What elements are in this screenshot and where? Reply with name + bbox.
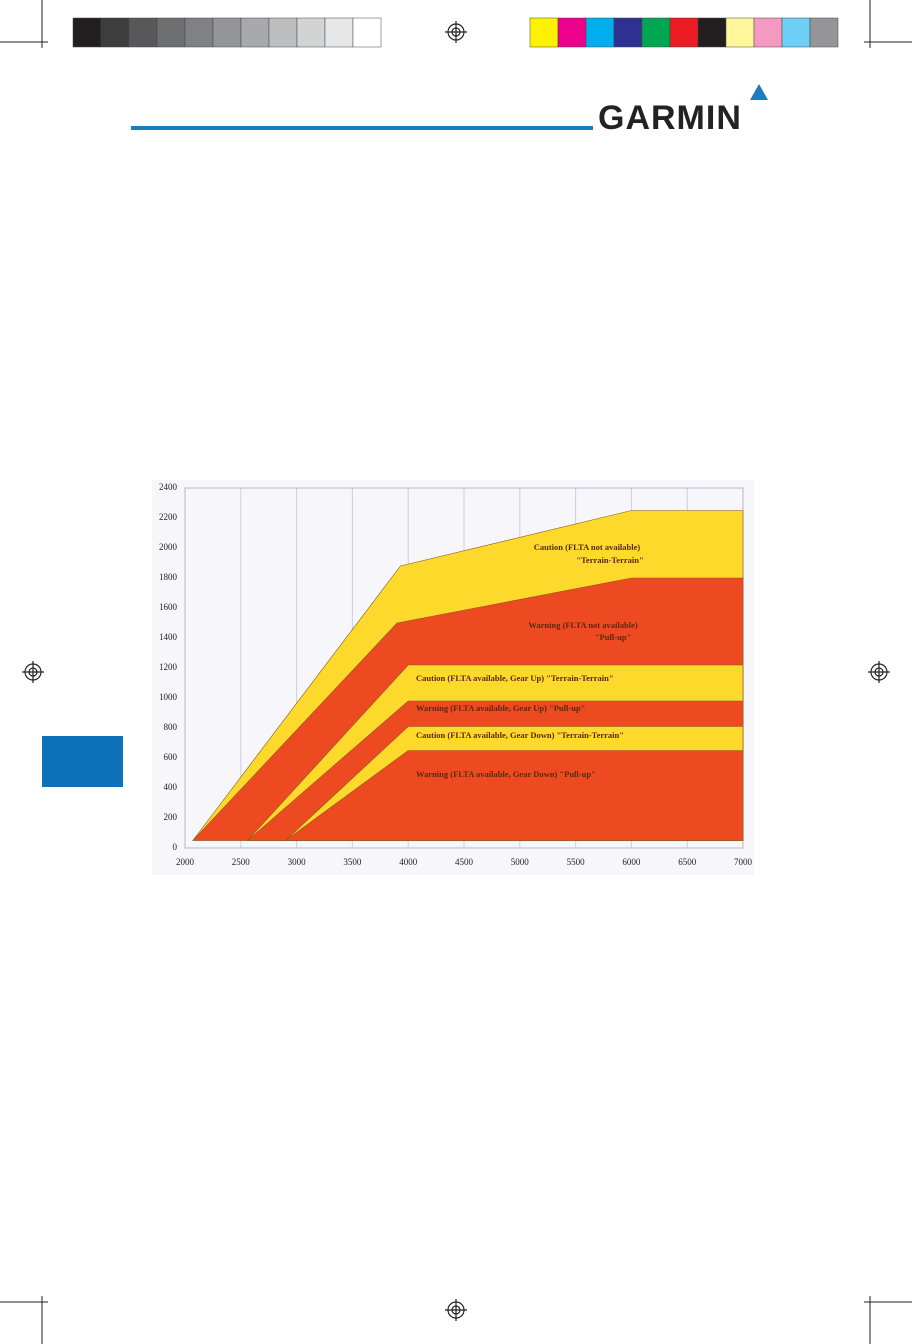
swatch	[557, 17, 587, 48]
area-label: "Terrain-Terrain"	[576, 555, 643, 565]
y-tick-label: 1000	[159, 692, 178, 702]
y-tick-label: 2200	[159, 512, 178, 522]
y-tick-label: 1400	[159, 632, 178, 642]
swatch	[641, 17, 671, 48]
x-tick-label: 4000	[399, 857, 418, 867]
x-tick-label: 6500	[678, 857, 697, 867]
x-tick-label: 2500	[232, 857, 251, 867]
swatch	[240, 17, 270, 48]
area-label: Warning (FLTA available, Gear Up) "Pull-…	[416, 703, 585, 713]
swatch	[809, 17, 839, 48]
swatch	[72, 17, 102, 48]
area-label: "Pull-up"	[595, 632, 631, 642]
swatch	[529, 17, 559, 48]
swatch	[324, 17, 354, 48]
y-tick-label: 0	[173, 842, 178, 852]
area-label: Caution (FLTA available, Gear Down) "Ter…	[416, 730, 624, 740]
y-tick-label: 200	[164, 812, 178, 822]
swatch	[268, 17, 298, 48]
x-tick-label: 6000	[622, 857, 641, 867]
swatch	[352, 17, 382, 48]
swatch	[753, 17, 783, 48]
y-tick-label: 1200	[159, 662, 178, 672]
y-tick-label: 1600	[159, 602, 178, 612]
y-tick-label: 2000	[159, 542, 178, 552]
swatch	[156, 17, 186, 48]
y-tick-label: 800	[164, 722, 178, 732]
area-label: Caution (FLTA available, Gear Up) "Terra…	[416, 673, 614, 683]
swatch	[669, 17, 699, 48]
x-tick-label: 4500	[455, 857, 474, 867]
registration-marks	[22, 21, 890, 1321]
y-tick-label: 2400	[159, 482, 178, 492]
logo: GARMIN	[598, 99, 742, 137]
chart: 2000 2500 3000 3500 4000 4500 5000 5500 6000 6500…	[159, 482, 753, 867]
swatch	[697, 17, 727, 48]
area-label: Caution (FLTA not available)	[534, 542, 641, 552]
area-label: Warning (FLTA not available)	[528, 620, 638, 630]
area-label: Warning (FLTA available, Gear Down) "Pul…	[416, 769, 596, 779]
x-tick-label: 3500	[343, 857, 362, 867]
color-bars	[72, 17, 839, 48]
x-tick-label: 5000	[511, 857, 530, 867]
x-tick-label: 3000	[288, 857, 307, 867]
section-tab	[42, 736, 123, 787]
swatch	[296, 17, 326, 48]
swatch	[128, 17, 158, 48]
swatch	[725, 17, 755, 48]
swatch	[184, 17, 214, 48]
swatch	[585, 17, 615, 48]
x-tick-label: 5500	[567, 857, 586, 867]
swatch	[212, 17, 242, 48]
y-tick-label: 600	[164, 752, 178, 762]
header-rule	[131, 126, 593, 130]
area	[284, 750, 744, 841]
swatch	[100, 17, 130, 48]
swatch	[781, 17, 811, 48]
y-tick-label: 1800	[159, 572, 178, 582]
swatch	[613, 17, 643, 48]
x-tick-label: 2000	[176, 857, 195, 867]
logo-triangle	[750, 84, 768, 100]
x-tick-label: 7000	[734, 857, 753, 867]
y-tick-label: 400	[164, 782, 178, 792]
